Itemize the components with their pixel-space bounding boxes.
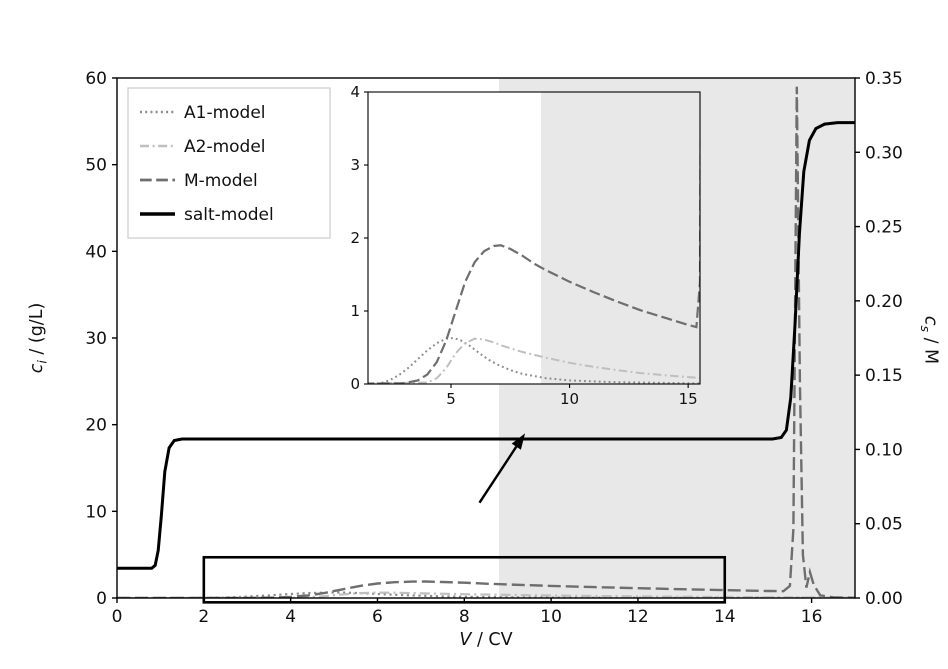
inset-y-tick-label: 0 [350,375,360,393]
y-left-tick-label: 40 [85,242,107,262]
inset-y-tick-label: 4 [350,83,360,101]
x-tick-label: 10 [540,607,562,627]
y-left-axis-subscript: i [34,360,50,364]
x-tick-label: 6 [372,607,383,627]
inset-shaded-region [541,92,700,384]
legend: A1-model A2-model M-model salt-model [127,87,331,239]
y-left-tick-label: 60 [85,69,107,89]
inset-ticks: 5 10 15 0 1 2 3 4 [350,83,697,408]
x-tick-label: 0 [112,607,123,627]
x-tick-label: 14 [714,607,736,627]
legend-label-salt-model: salt-model [184,205,274,225]
legend-label-M-model: M-model [184,171,258,191]
inset-series-line-M-model [368,92,700,384]
x-tick-label: 8 [459,607,470,627]
x-tick-label: 4 [285,607,296,627]
inset-x-tick-label: 15 [679,390,698,408]
y-left-axis-variable: c [26,363,47,374]
series-line-A2-model [117,591,855,598]
legend-label-A1-model: A1-model [184,103,266,123]
y-left-tick-label: 10 [85,502,107,522]
zoom-arrow-head [511,433,526,450]
y-left-axis-unit: / (g/L) [26,302,47,361]
y-right-tick-label: 0.30 [865,143,903,163]
y-right-tick-label: 0.25 [865,218,903,238]
axis-ticks: 0 2 4 6 8 10 12 14 1601020304050600.000.050.100.… [85,69,903,627]
y-right-tick-label: 0.10 [865,440,903,460]
y-left-tick-label: 30 [85,329,107,349]
y-right-tick-label: 0.05 [865,515,903,535]
y-right-axis-label: cs / M [918,316,941,364]
y-left-axis-label: ci / (g/L) [27,303,50,374]
y-left-tick-label: 20 [85,416,107,436]
y-right-tick-label: 0.00 [865,589,903,609]
x-axis-variable: V [459,629,472,650]
y-left-tick-label: 0 [96,589,107,609]
series-line-salt-model [117,121,855,570]
x-tick-label: 12 [627,607,649,627]
inset-x-tick-label: 10 [560,390,579,408]
y-right-tick-label: 0.35 [865,69,903,89]
zoom-arrow-line [478,446,518,504]
y-right-tick-label: 0.20 [865,292,903,312]
y-left-tick-label: 50 [85,156,107,176]
inset-x-tick-label: 5 [446,390,456,408]
inset-y-tick-label: 2 [350,229,360,247]
inset-axes: 5 10 15 0 1 2 3 4 [350,83,701,408]
inset-y-tick-label: 3 [350,156,360,174]
inset-series-line-A2-model [368,337,700,384]
y-right-tick-label: 0.15 [865,366,903,386]
inset-y-tick-label: 1 [350,302,360,320]
inset-series-group [368,92,700,384]
y-right-axis-unit: / M [920,332,941,365]
x-tick-label: 2 [198,607,209,627]
series-line-M-model [117,86,855,598]
legend-label-A2-model: A2-model [184,137,266,157]
x-tick-label: 16 [801,607,823,627]
x-axis-unit: / CV [471,629,513,650]
y-right-axis-variable: c [920,315,941,326]
x-axis-label: V / CV [459,630,512,653]
